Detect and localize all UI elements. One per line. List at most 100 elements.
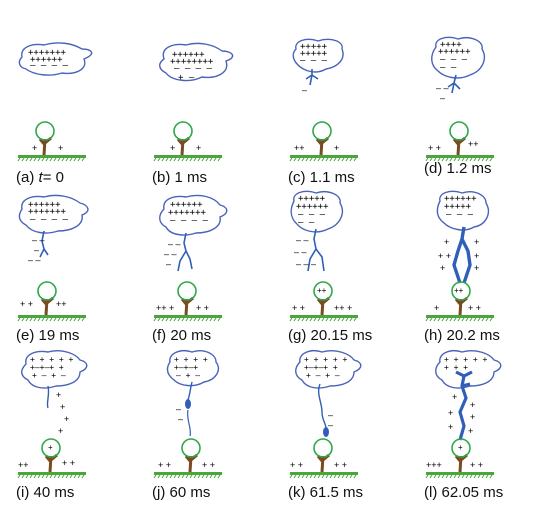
ground-charges: ++ [468,139,479,149]
leader-charges: + [474,237,479,247]
tree-crown [177,281,197,301]
leader-charges: – – [294,247,307,257]
panel-d: ++++ ++++++ – – – – – – – – + + ++ (d) 1… [422,35,550,193]
panel-l: + + + + + + + + + + + + + + + +++ + + (l… [422,350,550,508]
cloud [290,190,344,233]
ground-charges: +++ [426,460,442,470]
ground-hatch [17,474,85,479]
stepped-leader [452,226,472,284]
cloud-positive-charges: +++++ [300,42,328,52]
cloud-lower-charges: + – [178,73,195,83]
tree [177,281,197,316]
panel-g: +++++ ++++++ – – – – – – – – – – – – ++ … [286,190,414,351]
panel-j-figure: + + + + +–+–+ – + – – – + + + + [153,350,222,479]
cloud [18,42,93,76]
cloud-mixed-charges: +–+–+ + [30,363,64,372]
leader-charges: + [474,251,479,261]
crown-charges: ++ [454,286,464,295]
ground-charges: ++ [56,299,67,309]
channel-charges: + [470,412,475,422]
leader-charges: + [474,263,479,273]
stepped-leader [447,74,461,94]
crown-charges: ++ [317,286,327,295]
tree-crown [41,438,61,458]
tree-crown [37,281,57,301]
panel-b-caption: (b) 1 ms [152,169,208,186]
channel-charges: + [64,414,69,424]
ground-charges: + [32,143,37,153]
ground-hatch [17,317,85,322]
panel-d-figure: ++++ ++++++ – – – – – – – – + + ++ [425,36,494,162]
channel-charges: + [56,390,61,400]
ground-charges: + [196,143,201,153]
ground-hatch [425,474,493,479]
ground-charges: + + [334,460,347,470]
tree [449,121,469,156]
ground-charges: + + [158,460,171,470]
cloud-positive-charges: +++++++ [28,207,67,217]
panel-a-figure: +++++++ ++++++ – – – – + + [17,42,93,162]
channel-charges: + [470,400,475,410]
stepped-leader [177,232,193,272]
ground [18,315,86,318]
return-stroke-channel [455,370,473,441]
stepped-leader [305,69,319,86]
ground [426,315,494,318]
channel-charges: + [58,426,63,436]
panel-f: ++++++ +++++++ – – – – – – – – – ++ + + … [150,193,278,351]
panel-i: + + + + + +–+–+ + + – + – + + + + + ++ +… [14,350,142,508]
tree-crown [451,281,471,301]
ground [154,155,222,158]
tree-crown [313,281,333,301]
cloud-mixed-charges: +–+–+ [174,363,198,372]
cloud-positive-charges: +++++++ [168,208,207,218]
tree: + [451,438,471,473]
panel-k: + + + + + +–+–+ + + – + – – – + + + + (k… [286,350,414,508]
ground-charges: + + [290,460,303,470]
tree [312,121,332,156]
panel-g-caption: (g) 20.15 ms [288,327,373,344]
ground-charges: ++ [294,143,305,153]
ground-charges: + [58,143,63,153]
cloud [295,350,362,389]
ground-charges: ++ [18,460,29,470]
leader-charges: – [328,420,333,430]
cloud-positive-charges: ++++++ [28,200,61,210]
tree: + [41,438,61,473]
panel-k-figure: + + + + + +–+–+ + + – + – – – + + + + [289,350,362,479]
ground-charges: + + [196,303,209,313]
cloud-positive-charges: +++++ [300,49,328,59]
dart-leader [323,427,329,437]
cloud-positive-charges: ++++++ [444,194,477,204]
cloud-mixed-charges: – + – [176,371,200,380]
ground-charges: + + [428,143,441,153]
return-stroke-channel [46,385,50,409]
panel-e-caption: (e) 19 ms [16,327,80,344]
leader-charge: – [302,85,307,95]
cloud-mixed-charges: + + + [444,363,468,372]
tree-crown [35,121,55,141]
panel-j-caption: (j) 60 ms [152,484,211,501]
cloud [21,350,88,389]
tree: ++ [313,281,333,316]
channel-charges: + [468,426,473,436]
panel-d-caption: (d) 1.2 ms [424,160,492,177]
dart-leader-channel [317,383,327,429]
tree [35,121,55,156]
panel-f-caption: (f) 20 ms [152,327,212,344]
panel-label: (a) [16,169,35,186]
tree-crown [449,121,469,141]
tree-crown [173,121,193,141]
ground-charges: + + [468,303,481,313]
ground [154,472,222,475]
ground [290,315,358,318]
cloud-negative-charges: – – [440,63,457,73]
ground [426,472,494,475]
leader-charges: + + [438,251,451,261]
ground-charges: + + [470,460,483,470]
cloud-positive-charges: ++++++++ [170,57,214,67]
ground-charges: + [334,143,339,153]
stepped-leader [307,228,325,272]
panel-c: +++++ +++++ – – – – ++ + (c) 1.1 ms [286,35,414,193]
